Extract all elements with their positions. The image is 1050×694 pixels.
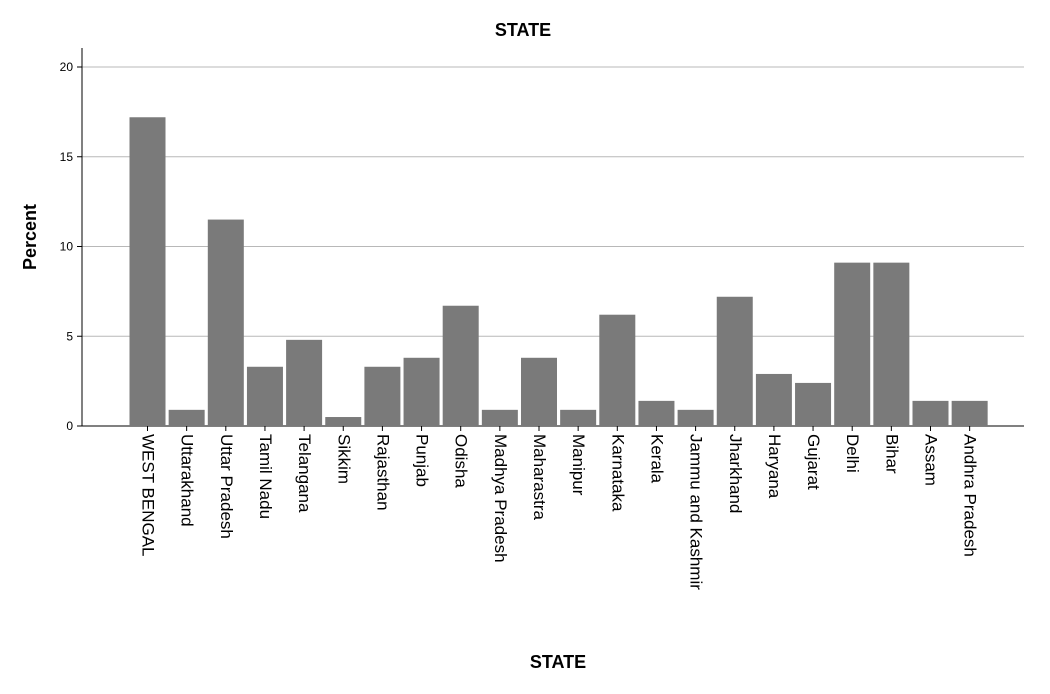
- x-tick-label: Jharkhand: [726, 434, 745, 513]
- bar: [403, 357, 440, 426]
- x-tick-label: Uttar Pradesh: [217, 434, 236, 539]
- bar: [912, 400, 949, 426]
- bar: [834, 262, 871, 426]
- bar: [716, 296, 753, 426]
- x-tick-label: Jammu and Kashmir: [687, 434, 706, 590]
- bar: [521, 357, 557, 426]
- bar: [246, 366, 283, 426]
- bar: [951, 400, 988, 426]
- x-tick-label: Kerala: [647, 434, 666, 484]
- bars: [129, 117, 988, 426]
- x-tick-label: Punjab: [413, 434, 432, 487]
- x-axis-label: STATE: [530, 652, 586, 672]
- x-tick-label: Delhi: [843, 434, 862, 473]
- bar: [560, 409, 597, 426]
- bar: [677, 409, 714, 426]
- bar: [364, 366, 401, 426]
- y-tick-label: 10: [60, 240, 74, 254]
- bar: [129, 117, 166, 426]
- bar: [286, 339, 323, 426]
- x-tick-label: Maharastra: [530, 434, 549, 521]
- x-tick-label: Telangana: [295, 434, 314, 513]
- x-tick-label: Bihar: [882, 434, 901, 474]
- x-tick-label: Karnataka: [608, 434, 627, 512]
- bar: [325, 417, 362, 426]
- x-tick-label: Odisha: [452, 434, 471, 488]
- bar: [638, 400, 675, 426]
- y-tick-label: 0: [66, 419, 73, 433]
- bar: [795, 382, 832, 426]
- x-tick-label: Rajasthan: [373, 434, 392, 511]
- bar: [599, 314, 636, 426]
- x-tick-label: WEST BENGAL: [139, 434, 158, 557]
- x-tick-label: Gujarat: [804, 434, 823, 490]
- chart-title: STATE: [495, 20, 551, 40]
- x-tick-label: Madhya Pradesh: [491, 434, 510, 563]
- x-tick-label: Uttarakhand: [178, 434, 197, 527]
- bar: [168, 409, 205, 426]
- y-tick-label: 20: [60, 60, 74, 74]
- x-tick-label: Tamil Nadu: [256, 434, 275, 519]
- y-tick-labels: 0 5 10 15 20: [60, 60, 82, 433]
- x-tick-label: Manipur: [569, 434, 588, 496]
- bar: [481, 409, 518, 426]
- x-tick-label: Haryana: [765, 434, 784, 499]
- x-tick-label: Assam: [922, 434, 941, 486]
- y-axis-label: Percent: [20, 204, 40, 270]
- bar: [207, 219, 244, 426]
- x-tick-label: Sikkim: [334, 434, 353, 484]
- y-tick-label: 5: [66, 329, 73, 343]
- y-tick-label: 15: [60, 150, 74, 164]
- x-tick-labels: WEST BENGAL Uttarakhand Uttar Pradesh Tamil…: [139, 426, 980, 590]
- x-tick-label: Andhra Pradesh: [961, 434, 980, 557]
- bar: [873, 262, 910, 426]
- bar: [442, 305, 479, 426]
- bar: [755, 373, 792, 426]
